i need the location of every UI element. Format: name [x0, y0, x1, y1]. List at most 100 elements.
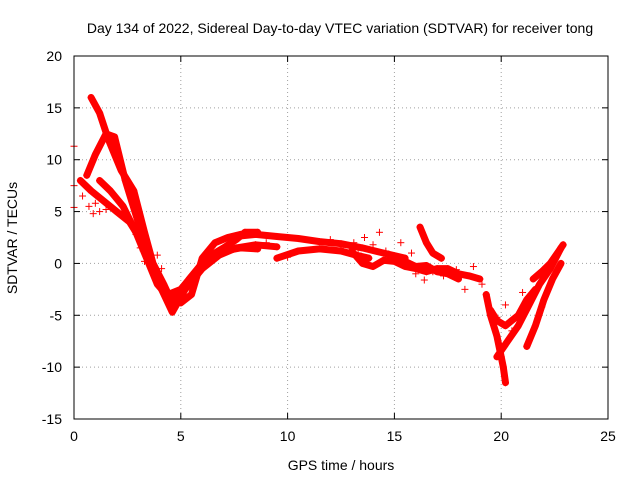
data-point: [326, 236, 334, 244]
series-marker: [482, 291, 490, 299]
data-point: [508, 327, 516, 335]
series-marker: [557, 259, 565, 267]
x-axis-label: GPS time / hours: [288, 457, 395, 473]
series-marker: [416, 223, 424, 231]
series-marker: [237, 230, 245, 238]
data-point: [96, 208, 104, 216]
series-marker: [121, 176, 129, 184]
series-marker: [160, 280, 168, 288]
series-marker: [153, 280, 161, 288]
series-marker: [501, 322, 509, 330]
y-tick-label: -10: [42, 359, 62, 375]
data-point: [350, 239, 358, 247]
x-tick-label: 25: [600, 428, 616, 444]
series-marker: [444, 270, 452, 278]
data-point: [429, 268, 437, 276]
data-point: [420, 276, 428, 284]
data-points: [70, 93, 567, 387]
series-marker: [140, 228, 148, 236]
series-arc-4: [96, 177, 245, 307]
series-marker: [273, 232, 281, 240]
series-marker: [422, 268, 430, 276]
data-point: [339, 243, 347, 251]
series-marker: [106, 187, 114, 195]
x-tick-label: 0: [70, 428, 78, 444]
data-point: [262, 239, 270, 247]
series-marker: [555, 247, 563, 255]
series-marker: [130, 187, 138, 195]
series-marker: [113, 208, 121, 216]
series-marker: [465, 272, 473, 280]
data-point: [382, 247, 390, 255]
y-axis-label: SDTVAR / TECUs: [4, 182, 20, 294]
series-marker: [536, 280, 544, 288]
series-arc-9: [416, 223, 445, 262]
series-marker: [185, 275, 193, 283]
series-marker: [559, 241, 567, 249]
series-marker: [87, 93, 95, 101]
series-marker: [198, 254, 206, 262]
data-point: [501, 301, 509, 309]
x-tick-label: 20: [493, 428, 509, 444]
series-marker: [337, 247, 345, 255]
series-marker: [198, 265, 206, 273]
data-point: [412, 270, 420, 278]
series-marker: [531, 285, 539, 293]
data-point: [102, 205, 110, 213]
data-point: [369, 241, 377, 249]
series-marker: [220, 244, 228, 252]
series-marker: [190, 270, 198, 278]
series-marker: [369, 263, 377, 271]
y-tick-label: 0: [54, 255, 62, 271]
series-marker: [365, 254, 373, 262]
series-marker: [104, 135, 112, 143]
data-point: [360, 234, 368, 241]
y-tick-label: 5: [54, 204, 62, 220]
series-marker: [175, 291, 183, 299]
series-marker: [138, 239, 146, 247]
series-marker: [401, 257, 409, 265]
data-point: [375, 228, 383, 236]
series-marker: [504, 337, 512, 345]
series-marker: [358, 259, 366, 267]
data-point: [91, 199, 99, 207]
series-marker: [316, 238, 324, 246]
series-marker: [230, 232, 238, 240]
y-tick-labels: -15 -10 -5 0 5 10 15 20: [42, 48, 62, 427]
data-point: [140, 257, 148, 265]
series-marker: [523, 342, 531, 350]
series-marker: [252, 230, 260, 238]
data-point: [79, 192, 87, 200]
series-marker: [531, 322, 539, 330]
x-tick-label: 10: [280, 428, 296, 444]
series-marker: [224, 234, 232, 241]
series-marker: [514, 322, 522, 330]
series-marker: [412, 263, 420, 271]
series-marker: [390, 254, 398, 262]
series-marker: [476, 275, 484, 283]
series-marker: [177, 299, 185, 307]
series-arc-11: [487, 285, 539, 330]
series-marker: [316, 245, 324, 253]
series-marker: [102, 130, 110, 138]
series-marker: [348, 247, 356, 255]
series-marker: [422, 239, 430, 247]
data-point: [119, 208, 127, 216]
data-point: [461, 285, 469, 293]
series-marker: [187, 291, 195, 299]
series-marker: [211, 239, 219, 247]
data-point: [284, 253, 292, 261]
x-tick-labels: 0 5 10 15 20 25: [70, 428, 616, 444]
series-marker: [83, 171, 91, 179]
series-marker: [523, 296, 531, 304]
series-marker: [111, 133, 119, 141]
data-point: [149, 270, 157, 278]
data-point: [153, 251, 161, 259]
y-tick-label: 15: [46, 100, 62, 116]
data-point: [85, 202, 93, 210]
series-marker: [548, 275, 556, 283]
data-point: [158, 265, 166, 273]
grid-lines: [74, 56, 608, 419]
series-marker: [126, 218, 134, 226]
x-tick-label: 15: [387, 428, 403, 444]
